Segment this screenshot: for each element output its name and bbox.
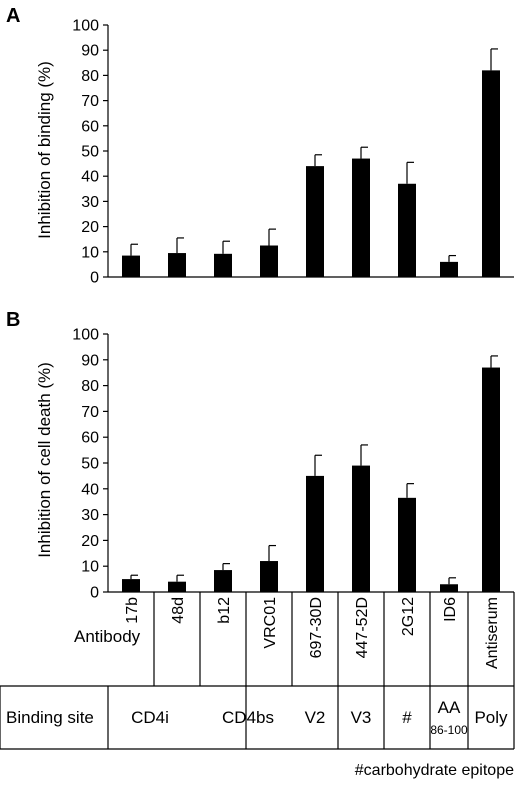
y-tick-label-a: 0 [90,270,99,287]
y-tick-label-b: 40 [81,481,99,498]
antibody-label: 17b [124,597,141,624]
y-tick-label-a: 50 [81,144,99,161]
binding-site-sublabel: 86-100 [430,723,468,737]
bar-b-2G12 [398,497,416,592]
bar-b-b12 [214,570,232,592]
y-tick-label-b: 90 [81,352,99,369]
y-tick-label-a: 80 [81,68,99,85]
panel-letter-a: A [6,5,20,27]
y-axis-label-b: Inhibition of cell death (%) [35,362,54,558]
y-ticks-b: 0 10 20 30 40 50 60 70 80 90 100 [72,327,108,602]
bar-b-ID6 [440,584,458,592]
binding-site-label: V3 [351,708,372,727]
bar-a-48d [168,253,186,277]
y-tick-label-a: 60 [81,118,99,135]
y-ticks-a: 0 10 20 30 40 50 60 70 80 90 100 [72,18,108,287]
bars-b [122,355,500,592]
bar-a-Antiserum [482,70,500,277]
y-tick-label-b: 100 [72,327,99,344]
bar-a-2G12 [398,183,416,277]
panel-b: B Inhibition of cell death (%) 0 10 20 30 40… [6,309,500,602]
y-tick-label-b: 30 [81,507,99,524]
y-tick-label-b: 20 [81,533,99,550]
binding-site-row-label: Binding site [6,708,94,727]
binding-site-label: Poly [474,708,508,727]
bar-a-ID6 [440,261,458,277]
bar-a-17b [122,255,140,277]
antibody-label: 2G12 [400,597,417,636]
antibody-row-label: Antibody [74,627,141,646]
antibody-label: ID6 [442,597,459,622]
y-tick-label-a: 30 [81,194,99,211]
antibody-label: 697-30D [308,597,325,658]
footnote: #carbohydrate epitope [355,762,514,779]
antibody-label: VRC01 [262,597,279,649]
table-grid [0,591,515,750]
antibody-cells: 17b 48d b12 VRC01 697-30D 447-52D 2G12 ID6 Antis… [124,597,501,669]
y-tick-label-a: 100 [72,18,99,35]
antibody-table: Antibody Binding site 17b 48d b12 VRC01 697-… [0,591,515,750]
binding-site-label: # [402,708,412,727]
y-tick-label-a: 10 [81,244,99,261]
bar-b-VRC01 [260,561,278,592]
bars-a [122,48,500,277]
bar-a-VRC01 [260,245,278,277]
y-tick-label-a: 90 [81,43,99,60]
y-tick-label-b: 10 [81,559,99,576]
bar-b-17b [122,579,140,592]
bar-b-447-52D [352,465,370,592]
binding-site-label: CD4i [131,708,169,727]
y-tick-label-b: 70 [81,404,99,421]
y-tick-label-a: 40 [81,169,99,186]
binding-site-label: CD4bs [222,708,274,727]
y-tick-label-b: 0 [90,585,99,602]
panel-letter-b: B [6,309,20,331]
antibody-label: 447-52D [354,597,371,658]
bar-a-447-52D [352,158,370,277]
bar-b-Antiserum [482,367,500,592]
antibody-label: b12 [216,597,233,624]
antibody-label: Antiserum [484,597,501,669]
antibody-label: 48d [170,597,187,624]
panel-a: A Inhibition of binding (%) 0 10 20 30 40 50 6… [6,5,514,287]
y-tick-label-b: 60 [81,430,99,447]
binding-site-cells: CD4i CD4bs V2 V3 # AA 86-100 Poly [131,698,508,737]
binding-site-label: AA [438,698,461,717]
y-tick-label-b: 50 [81,456,99,473]
y-axis-label-a: Inhibition of binding (%) [35,61,54,239]
bar-b-48d [168,581,186,592]
bar-a-697-30D [306,166,324,277]
binding-site-label: V2 [305,708,326,727]
bar-b-697-30D [306,475,324,592]
y-tick-label-a: 20 [81,219,99,236]
bar-a-b12 [214,253,232,277]
y-tick-label-b: 80 [81,378,99,395]
y-tick-label-a: 70 [81,93,99,110]
